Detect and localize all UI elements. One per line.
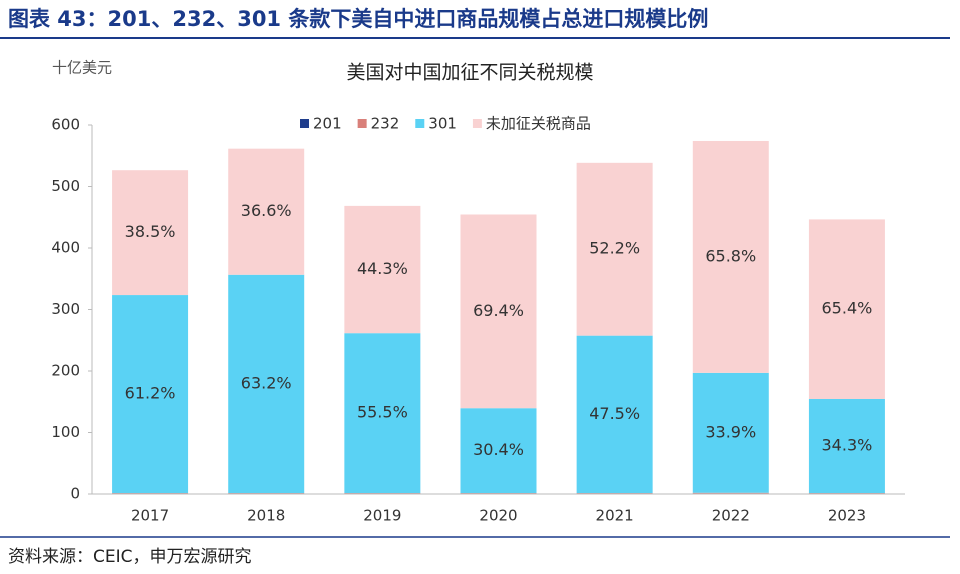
bar-segment (808, 398, 885, 494)
x-tick-label: 2023 (828, 507, 866, 525)
legend-label: 232 (371, 115, 400, 133)
y-tick-label: 400 (51, 239, 80, 257)
chart-title: 美国对中国加征不同关税规模 (346, 62, 593, 84)
legend-label: 301 (428, 115, 457, 133)
bar-segment (576, 162, 653, 336)
legend-label: 未加征关税商品 (486, 115, 591, 133)
bar-segment (344, 205, 421, 334)
y-tick-label: 100 (51, 423, 80, 441)
share-label: 65.8% (705, 246, 756, 265)
bar-segment (228, 493, 305, 494)
bar-segment (576, 335, 653, 494)
share-label: 44.3% (357, 259, 408, 278)
legend-label: 201 (313, 115, 342, 133)
bar-segment (692, 372, 769, 493)
x-tick-label: 2021 (596, 507, 634, 525)
share-label: 65.4% (822, 299, 873, 318)
legend-swatch (472, 119, 482, 128)
bar-segment (112, 493, 189, 494)
x-tick-label: 2019 (363, 507, 401, 525)
y-tick-label: 300 (51, 300, 80, 318)
bar-segment (112, 295, 189, 494)
bar-segment (692, 140, 769, 373)
source-note: 资料来源：CEIC，申万宏源研究 (8, 547, 252, 567)
x-tick-label: 2020 (479, 507, 517, 525)
share-label: 36.6% (241, 201, 292, 220)
bar-segment (460, 214, 537, 409)
share-label: 69.4% (473, 301, 524, 320)
bar-segment (460, 493, 537, 494)
share-label: 61.2% (125, 384, 176, 403)
share-label: 63.2% (241, 373, 292, 392)
bar-segment (228, 148, 305, 275)
y-tick-label: 0 (70, 485, 80, 503)
bar-segment (228, 274, 305, 494)
y-tick-label: 200 (51, 362, 80, 380)
x-tick-label: 2018 (247, 507, 285, 525)
bar-segment (112, 170, 189, 296)
y-tick-label: 600 (51, 116, 80, 134)
bar-segment (808, 493, 885, 494)
header-title: 图表 43：201、232、301 条款下美自中进口商品规模占总进口规模比例 (8, 7, 708, 31)
share-label: 30.4% (473, 440, 524, 459)
y-axis-unit: 十亿美元 (52, 59, 112, 77)
bar-segment (344, 333, 421, 494)
bar-segment (576, 493, 653, 494)
share-label: 52.2% (589, 239, 640, 258)
x-tick-label: 2022 (712, 507, 750, 525)
legend-swatch (357, 119, 367, 128)
share-label: 55.5% (357, 403, 408, 422)
share-label: 34.3% (822, 436, 873, 455)
bar-segment (692, 492, 769, 494)
share-label: 33.9% (705, 422, 756, 441)
legend-swatch (415, 119, 425, 128)
x-tick-label: 2017 (131, 507, 169, 525)
bar-segment (808, 219, 885, 399)
legend-swatch (300, 119, 309, 128)
share-label: 38.5% (125, 222, 176, 241)
share-label: 47.5% (589, 404, 640, 423)
bar-segment (460, 408, 537, 494)
y-tick-label: 500 (51, 177, 80, 195)
bar-segment (344, 493, 421, 494)
